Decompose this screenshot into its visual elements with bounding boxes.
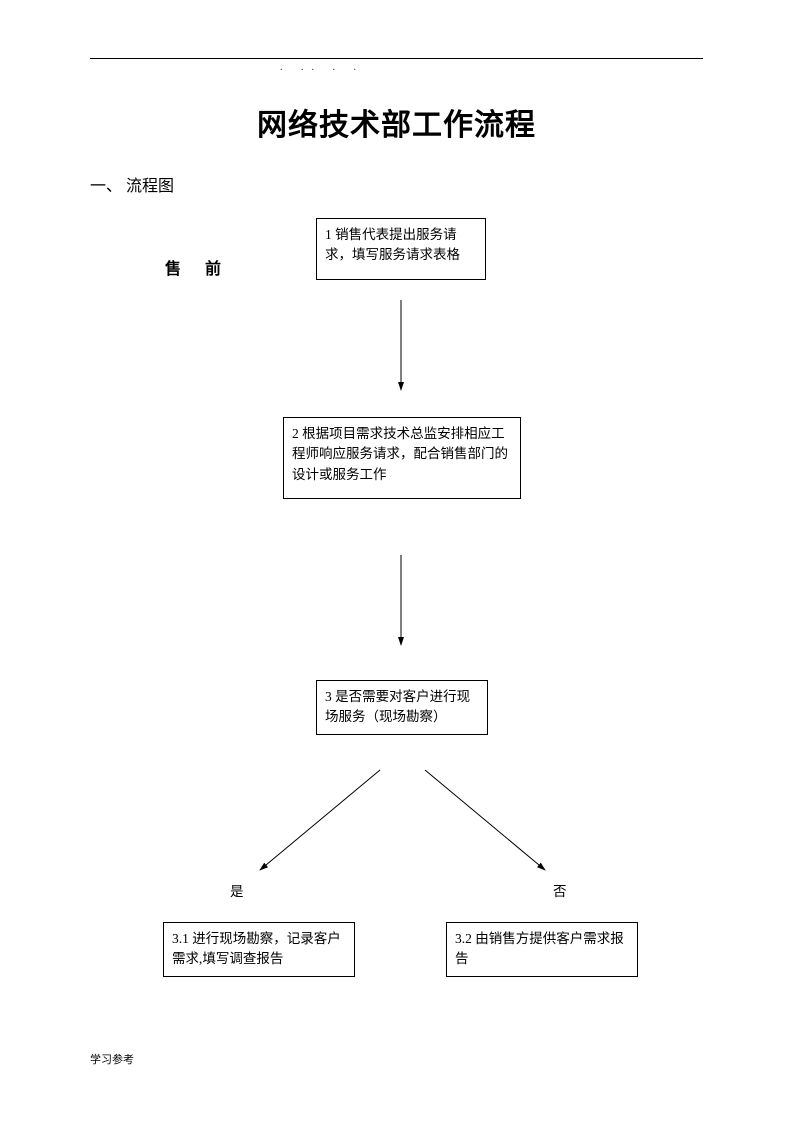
footer-text: 学习参考 <box>90 1051 134 1067</box>
flowchart-arrows <box>0 0 793 1122</box>
flowchart-node-n3: 3 是否需要对客户进行现场服务（现场勘察） <box>316 680 488 735</box>
flowchart-node-n31: 3.1 进行现场勘察，记录客户需求,填写调查报告 <box>163 922 355 977</box>
flowchart-node-n2: 2 根据项目需求技术总监安排相应工程师响应服务请求，配合销售部门的设计或服务工作 <box>283 417 521 499</box>
flowchart-node-n32: 3.2 由销售方提供客户需求报告 <box>446 922 638 977</box>
flowchart-node-n1: 1 销售代表提出服务请求，填写服务请求表格 <box>316 218 486 280</box>
branch-label-否: 否 <box>553 880 567 900</box>
flowchart-container: 1 销售代表提出服务请求，填写服务请求表格 2 根据项目需求技术总监安排相应工程师… <box>0 0 793 1122</box>
branch-label-是: 是 <box>230 880 244 900</box>
